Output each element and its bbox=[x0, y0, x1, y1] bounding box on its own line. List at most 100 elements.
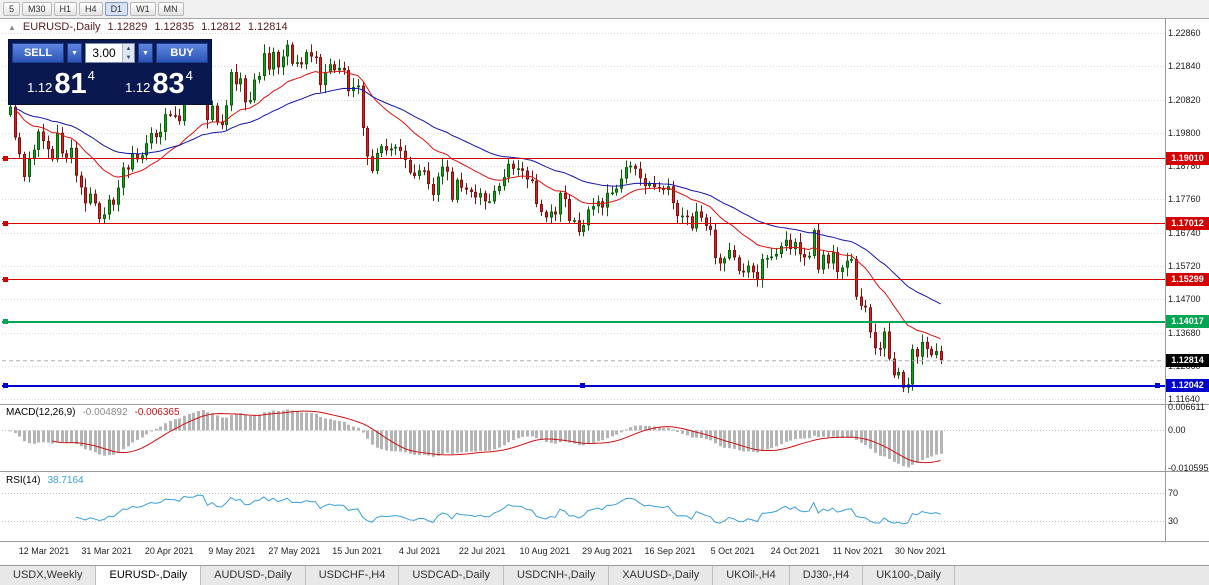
macd-signal-value: -0.006365 bbox=[134, 407, 180, 418]
collapse-icon[interactable]: ▲ bbox=[8, 22, 16, 32]
date-label: 16 Sep 2021 bbox=[644, 546, 696, 556]
price-tick-label: 1.15720 bbox=[1168, 260, 1201, 271]
price-tick-label: 1.22860 bbox=[1168, 28, 1201, 38]
level-price-badge: 1.19010 bbox=[1166, 152, 1209, 166]
chart-tab-usdcad-daily[interactable]: USDCAD-,Daily bbox=[399, 566, 504, 585]
date-label: 15 Jun 2021 bbox=[332, 546, 382, 556]
panel-separator[interactable] bbox=[0, 404, 1209, 405]
sell-price-prefix: 1.12 bbox=[27, 80, 53, 95]
volume-up-button[interactable]: ▲ bbox=[123, 44, 134, 53]
price-axis-border bbox=[1165, 18, 1166, 542]
line-handle bbox=[3, 277, 8, 283]
chart-tab-usdchf-h4[interactable]: USDCHF-,H4 bbox=[305, 566, 400, 585]
chart-tab-eurusd-daily[interactable]: EURUSD-,Daily bbox=[96, 566, 202, 585]
date-label: 5 Oct 2021 bbox=[710, 546, 755, 556]
open-value: 1.12829 bbox=[107, 21, 148, 33]
date-label: 9 May 2021 bbox=[208, 546, 256, 556]
chart-tab-dj30-h4[interactable]: DJ30-,H4 bbox=[789, 566, 864, 585]
macd-name: MACD(12,26,9) bbox=[6, 407, 76, 418]
rsi-tick-label: 30 bbox=[1168, 515, 1179, 526]
chart-tab-ukoil-h4[interactable]: UKOil-,H4 bbox=[713, 566, 790, 585]
date-label: 12 Mar 2021 bbox=[18, 546, 70, 556]
period-button-5[interactable]: 5 bbox=[3, 2, 21, 16]
volume-input[interactable]: 3.00 ▲ ▼ bbox=[85, 43, 135, 63]
current-price-badge: 1.12814 bbox=[1166, 354, 1209, 368]
price-tick-label: 1.13680 bbox=[1168, 327, 1201, 338]
chart-tab-audusd-daily[interactable]: AUDUSD-,Daily bbox=[201, 566, 306, 585]
level-price-badge: 1.15299 bbox=[1166, 273, 1209, 287]
period-button-mn[interactable]: MN bbox=[157, 2, 184, 16]
close-value: 1.12814 bbox=[247, 21, 288, 33]
date-label: 31 Mar 2021 bbox=[81, 546, 132, 556]
one-click-trading-panel: SELL ▼ 3.00 ▲ ▼ ▼ BUY 1.12 81 4 1.12 83 … bbox=[8, 39, 212, 105]
high-value: 1.12835 bbox=[154, 21, 195, 33]
horizontal-line[interactable] bbox=[2, 320, 1165, 323]
buy-price-prefix: 1.12 bbox=[125, 80, 151, 95]
price-tick-label: 1.14700 bbox=[1168, 294, 1201, 305]
rsi-tick-label: 70 bbox=[1168, 488, 1179, 499]
symbol-label: EURUSD-,Daily bbox=[22, 21, 101, 33]
date-label: 24 Oct 2021 bbox=[770, 546, 820, 556]
chevron-down-icon: ▼ bbox=[142, 49, 149, 57]
line-handle bbox=[3, 383, 8, 389]
line-handle bbox=[3, 156, 8, 162]
sell-price-display[interactable]: 1.12 81 4 bbox=[12, 63, 110, 101]
period-button-h4[interactable]: H4 bbox=[79, 2, 103, 16]
date-label: 22 Jul 2021 bbox=[458, 546, 506, 556]
date-label: 10 Aug 2021 bbox=[519, 546, 571, 556]
price-tick-label: 1.20820 bbox=[1168, 94, 1201, 105]
level-price-badge: 1.17012 bbox=[1166, 217, 1209, 231]
buy-price-big: 83 bbox=[152, 68, 185, 100]
date-label: 27 May 2021 bbox=[268, 546, 321, 556]
price-tick-label: 1.16740 bbox=[1168, 227, 1201, 238]
horizontal-line[interactable] bbox=[2, 223, 1165, 225]
period-button-h1[interactable]: H1 bbox=[53, 2, 78, 16]
volume-down-button[interactable]: ▼ bbox=[123, 53, 134, 62]
rsi-label: RSI(14) 38.7164 bbox=[6, 475, 84, 486]
price-tick-label: 1.17760 bbox=[1168, 194, 1201, 205]
macd-tick-label: 0.006611 bbox=[1168, 402, 1205, 412]
panel-separator[interactable] bbox=[0, 471, 1209, 472]
macd-tick-label: 0.00 bbox=[1168, 425, 1186, 436]
chart-tab-bar: USDX,Weekly EURUSD-,Daily AUDUSD-,Daily USD… bbox=[0, 565, 1209, 585]
macd-tick-label: -0.010595 bbox=[1168, 463, 1209, 473]
line-handle bbox=[3, 221, 8, 227]
date-label: 30 Nov 2021 bbox=[894, 546, 946, 556]
horizontal-line[interactable] bbox=[2, 279, 1165, 281]
macd-main-value: -0.004892 bbox=[82, 407, 128, 418]
rsi-value: 38.7164 bbox=[47, 475, 84, 486]
date-label: 20 Apr 2021 bbox=[144, 546, 194, 556]
price-tick-label: 1.21840 bbox=[1168, 61, 1201, 72]
horizontal-line[interactable] bbox=[2, 158, 1165, 160]
date-label: 11 Nov 2021 bbox=[832, 546, 883, 556]
ohlc-header: ▲ EURUSD-,Daily 1.12829 1.12835 1.12812 … bbox=[8, 21, 288, 33]
period-button-m30[interactable]: M30 bbox=[22, 2, 52, 16]
line-handle bbox=[1155, 383, 1160, 389]
chevron-down-icon: ▼ bbox=[71, 49, 78, 57]
buy-dropdown-button[interactable]: ▼ bbox=[138, 43, 153, 63]
buy-price-display[interactable]: 1.12 83 4 bbox=[110, 63, 208, 101]
price-tick-label: 1.11640 bbox=[1168, 394, 1200, 405]
chart-tab-usdx-weekly[interactable]: USDX,Weekly bbox=[0, 566, 97, 585]
chart-tab-uk100-daily[interactable]: UK100-,Daily bbox=[863, 566, 956, 585]
level-price-badge: 1.12042 bbox=[1166, 379, 1209, 393]
macd-label: MACD(12,26,9) -0.004892 -0.006365 bbox=[6, 407, 180, 418]
level-price-badge: 1.14017 bbox=[1166, 315, 1209, 329]
period-button-w1[interactable]: W1 bbox=[130, 2, 156, 16]
sell-price-big: 81 bbox=[54, 68, 87, 100]
sell-price-pipette: 4 bbox=[87, 68, 95, 83]
sell-button[interactable]: SELL bbox=[12, 43, 64, 63]
rsi-name: RSI(14) bbox=[6, 475, 41, 486]
low-value: 1.12812 bbox=[201, 21, 241, 33]
chart-tab-xauusd-daily[interactable]: XAUUSD-,Daily bbox=[609, 566, 714, 585]
buy-price-pipette: 4 bbox=[185, 68, 193, 83]
date-label: 4 Jul 2021 bbox=[398, 546, 441, 556]
sell-dropdown-button[interactable]: ▼ bbox=[67, 43, 82, 63]
price-tick-label: 1.19800 bbox=[1168, 127, 1201, 138]
period-button-d1[interactable]: D1 bbox=[104, 2, 129, 16]
volume-value[interactable]: 3.00 bbox=[92, 46, 116, 60]
buy-button[interactable]: BUY bbox=[156, 43, 208, 63]
axis-separator[interactable] bbox=[0, 541, 1209, 542]
chart-tab-usdcnh-daily[interactable]: USDCNH-,Daily bbox=[503, 566, 610, 585]
